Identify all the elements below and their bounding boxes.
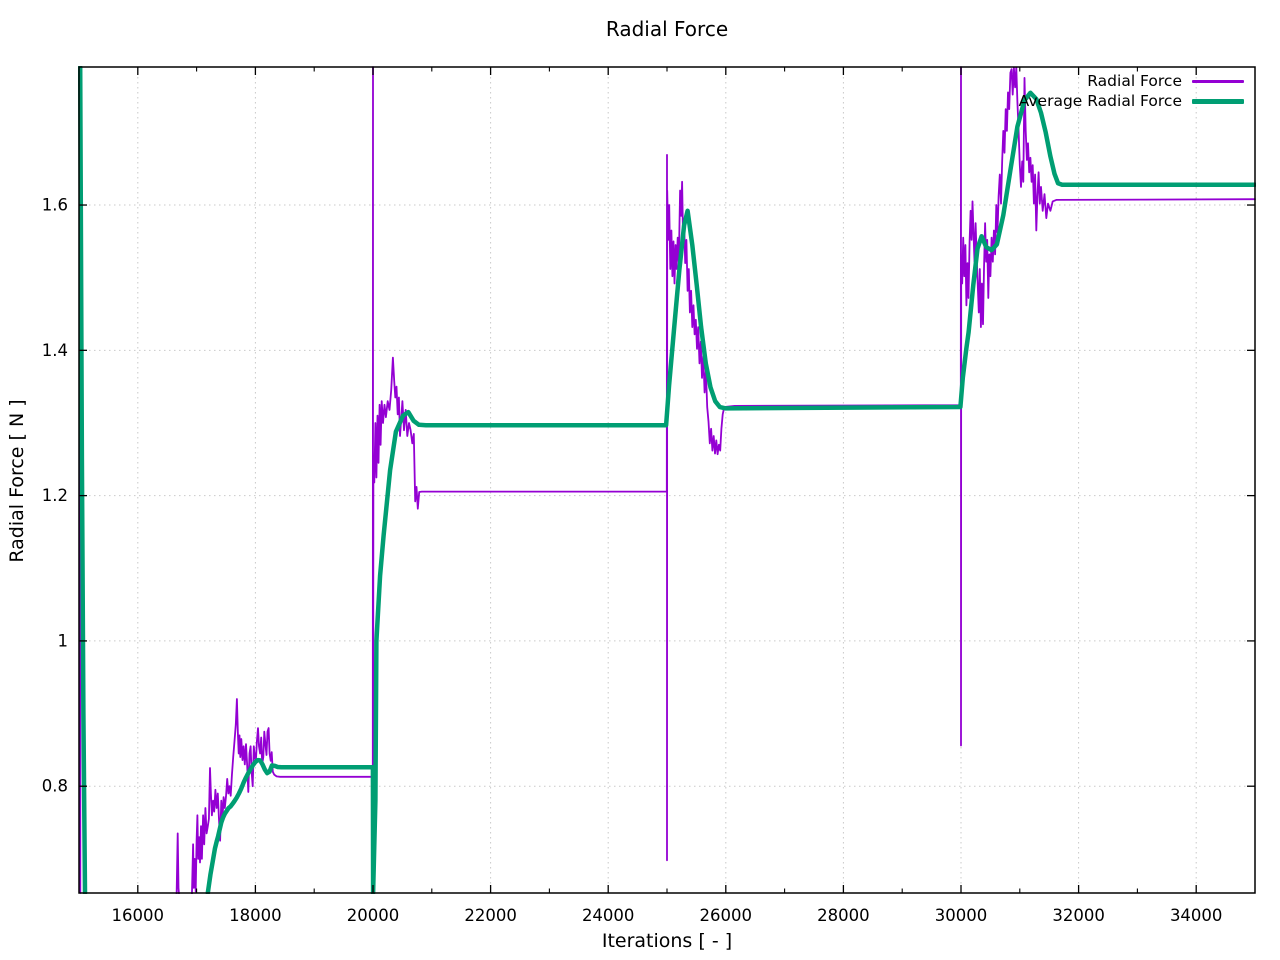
svg-text:28000: 28000 — [817, 906, 870, 925]
y-axis-label: Radial Force [ N ] — [6, 399, 28, 563]
x-axis-label: Iterations [ - ] — [601, 930, 733, 952]
svg-text:16000: 16000 — [112, 906, 165, 925]
legend-item-average-radial-force: Average Radial Force — [1019, 92, 1244, 111]
legend: Radial Force Average Radial Force — [1019, 72, 1244, 111]
svg-text:30000: 30000 — [935, 906, 988, 925]
svg-text:22000: 22000 — [464, 906, 517, 925]
svg-text:34000: 34000 — [1170, 906, 1223, 925]
svg-text:20000: 20000 — [347, 906, 400, 925]
svg-text:1.6: 1.6 — [42, 196, 68, 215]
svg-text:0.8: 0.8 — [42, 777, 68, 796]
svg-text:26000: 26000 — [700, 906, 753, 925]
legend-item-radial-force: Radial Force — [1087, 72, 1244, 91]
svg-text:1.4: 1.4 — [42, 341, 68, 360]
svg-text:1: 1 — [58, 631, 69, 650]
legend-label-average-radial-force: Average Radial Force — [1018, 92, 1182, 110]
chart-title: Radial Force — [605, 17, 729, 41]
legend-line-sample-average-radial-force — [1192, 98, 1244, 105]
legend-line-sample-radial-force — [1192, 80, 1244, 83]
legend-label-radial-force: Radial Force — [1087, 72, 1182, 90]
svg-text:1.2: 1.2 — [42, 486, 68, 505]
svg-text:24000: 24000 — [582, 906, 635, 925]
svg-text:32000: 32000 — [1052, 906, 1105, 925]
svg-text:18000: 18000 — [229, 906, 282, 925]
